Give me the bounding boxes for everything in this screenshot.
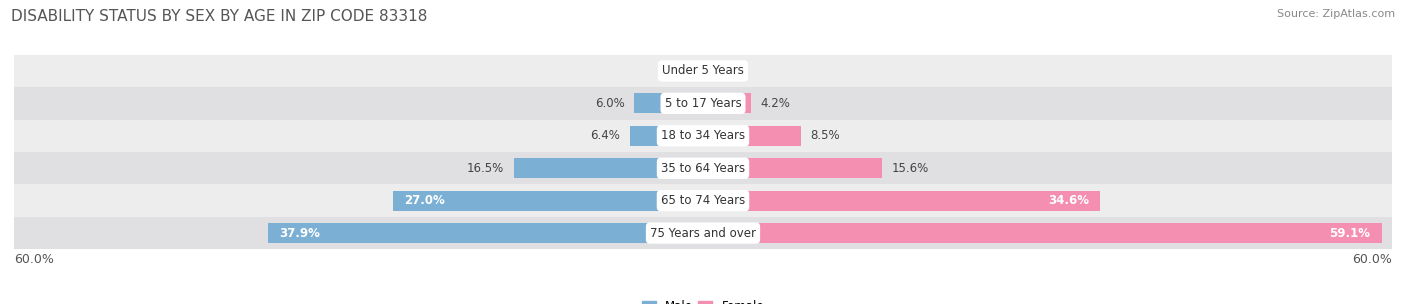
Bar bbox=[703, 158, 882, 178]
Text: 34.6%: 34.6% bbox=[1047, 194, 1088, 207]
Text: 60.0%: 60.0% bbox=[1353, 253, 1392, 265]
Text: Source: ZipAtlas.com: Source: ZipAtlas.com bbox=[1277, 9, 1395, 19]
Bar bbox=[392, 191, 703, 211]
Bar bbox=[267, 223, 703, 243]
Text: 5 to 17 Years: 5 to 17 Years bbox=[665, 97, 741, 110]
Legend: Male, Female: Male, Female bbox=[637, 295, 769, 304]
Bar bbox=[703, 191, 1101, 211]
Text: 27.0%: 27.0% bbox=[405, 194, 446, 207]
Text: 37.9%: 37.9% bbox=[280, 226, 321, 240]
Text: 18 to 34 Years: 18 to 34 Years bbox=[661, 129, 745, 142]
Bar bbox=[630, 126, 703, 146]
Text: 15.6%: 15.6% bbox=[891, 162, 928, 175]
Bar bbox=[14, 185, 1392, 217]
Text: 75 Years and over: 75 Years and over bbox=[650, 226, 756, 240]
Text: 16.5%: 16.5% bbox=[467, 162, 505, 175]
Bar bbox=[14, 119, 1392, 152]
Bar bbox=[703, 223, 1382, 243]
Text: 0.0%: 0.0% bbox=[664, 64, 693, 78]
Bar bbox=[14, 87, 1392, 119]
Bar bbox=[14, 152, 1392, 185]
Bar bbox=[703, 126, 800, 146]
Bar bbox=[14, 217, 1392, 249]
Text: Under 5 Years: Under 5 Years bbox=[662, 64, 744, 78]
Bar bbox=[14, 55, 1392, 87]
Bar bbox=[634, 93, 703, 113]
Text: 65 to 74 Years: 65 to 74 Years bbox=[661, 194, 745, 207]
Text: 6.0%: 6.0% bbox=[595, 97, 624, 110]
Text: 59.1%: 59.1% bbox=[1329, 226, 1369, 240]
Text: 35 to 64 Years: 35 to 64 Years bbox=[661, 162, 745, 175]
Text: 60.0%: 60.0% bbox=[14, 253, 53, 265]
Text: 4.2%: 4.2% bbox=[761, 97, 790, 110]
Text: 8.5%: 8.5% bbox=[810, 129, 839, 142]
Text: 6.4%: 6.4% bbox=[591, 129, 620, 142]
Bar bbox=[513, 158, 703, 178]
Bar bbox=[703, 93, 751, 113]
Text: 0.0%: 0.0% bbox=[713, 64, 742, 78]
Text: DISABILITY STATUS BY SEX BY AGE IN ZIP CODE 83318: DISABILITY STATUS BY SEX BY AGE IN ZIP C… bbox=[11, 9, 427, 24]
